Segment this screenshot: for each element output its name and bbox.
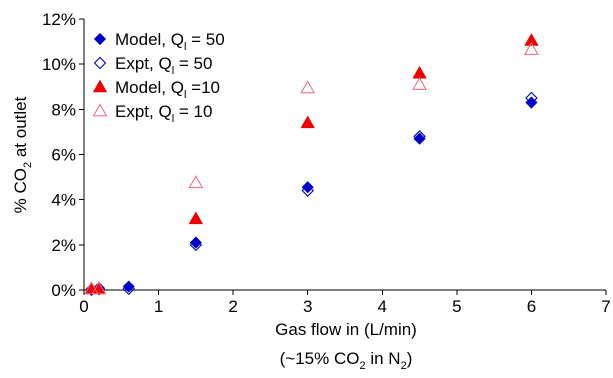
- x-tick-label: 3: [303, 297, 312, 316]
- y-tick-label: 8%: [51, 100, 76, 119]
- x-axis-label-sub1: 2: [359, 360, 365, 372]
- legend-marker: [92, 103, 108, 117]
- legend-marker: [93, 56, 107, 70]
- y-axis-label-prefix: % CO: [11, 168, 30, 213]
- x-tick-label: 4: [378, 297, 387, 316]
- data-point: [413, 130, 426, 143]
- ticks-layer: 0 1 2 3 4 5 6 7 0% 2% 4% 6% 8% 10% 12%: [42, 10, 611, 316]
- x-tick-label: 7: [601, 297, 610, 316]
- legend-item: Expt, Ql = 10: [92, 102, 212, 125]
- x-axis-label-middle: in N: [366, 349, 401, 368]
- x-axis-label-prefix: (~15% CO: [280, 349, 360, 368]
- x-axis-label-line1: Gas flow in (L/min): [275, 320, 417, 339]
- x-tick-label: 5: [452, 297, 461, 316]
- data-point: [91, 281, 107, 295]
- data-point: [525, 91, 538, 105]
- legend-label: Expt, Ql = 50: [115, 54, 212, 77]
- data-point: [524, 41, 539, 55]
- x-axis-label-suffix: ): [407, 349, 413, 368]
- y-tick-label: 12%: [42, 10, 76, 29]
- x-tick-label: 6: [527, 297, 536, 316]
- data-point: [301, 181, 314, 194]
- x-tick-label: 1: [154, 297, 163, 316]
- data-point: [189, 238, 203, 252]
- data-point: [188, 211, 204, 225]
- x-axis-label-line2: (~15% CO2 in N2): [280, 349, 413, 372]
- y-axis-label-sub: 2: [22, 162, 34, 168]
- y-axis-label: % CO2 at outlet: [11, 96, 34, 213]
- data-points-layer: [84, 33, 539, 297]
- data-point: [412, 76, 427, 90]
- y-tick-label: 10%: [42, 55, 76, 74]
- legend-label: Model, Ql = 50: [115, 30, 225, 53]
- data-point: [300, 80, 316, 94]
- legend-label: Expt, Ql = 10: [115, 102, 212, 125]
- data-point: [300, 115, 315, 129]
- data-point: [85, 283, 98, 296]
- data-point: [122, 282, 136, 296]
- data-point: [189, 236, 202, 249]
- y-tick-label: 6%: [51, 146, 76, 165]
- y-tick-label: 0%: [51, 281, 76, 300]
- data-point: [301, 184, 314, 197]
- x-axis-label-sub2: 2: [401, 360, 407, 372]
- series-4: [84, 41, 539, 295]
- data-point: [525, 96, 538, 109]
- x-tick-label: 0: [79, 297, 88, 316]
- data-point: [122, 280, 135, 293]
- legend-item: Model, Ql = 50: [93, 30, 225, 53]
- data-point: [412, 65, 427, 79]
- y-tick-label: 2%: [51, 236, 76, 255]
- legend-item: Model, Ql =10: [92, 78, 220, 101]
- legend-marker: [93, 32, 107, 46]
- y-tick-label: 4%: [51, 191, 76, 210]
- data-point: [413, 132, 426, 145]
- legend-marker: [92, 79, 108, 93]
- data-point: [188, 175, 204, 189]
- y-axis-label-suffix: at outlet: [11, 96, 30, 161]
- data-point: [524, 33, 539, 46]
- data-point: [84, 281, 99, 295]
- legend-label: Model, Ql =10: [115, 78, 220, 101]
- legend-item: Expt, Ql = 50: [93, 54, 212, 77]
- x-tick-label: 2: [228, 297, 237, 316]
